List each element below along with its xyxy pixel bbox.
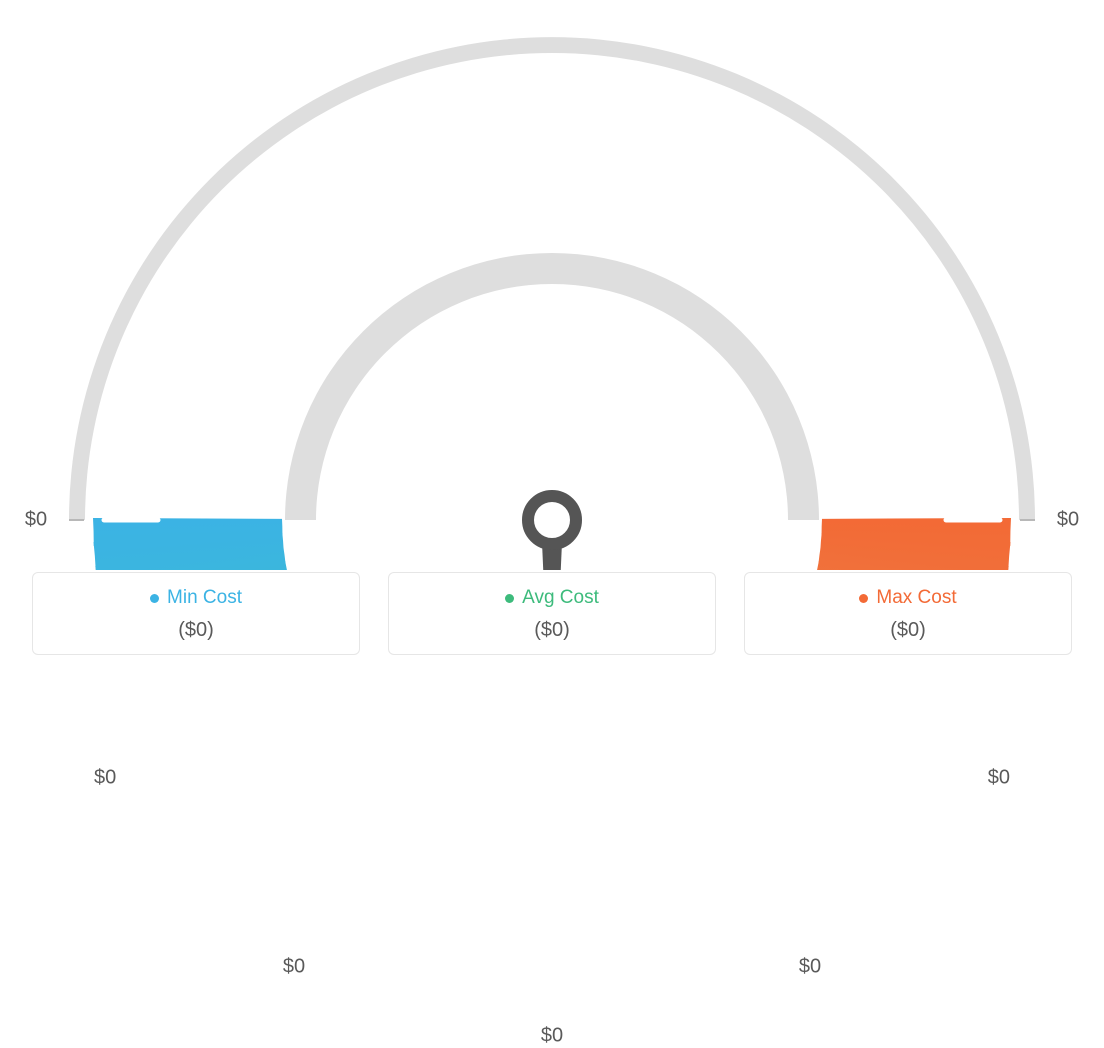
gauge-svg	[0, 0, 1104, 570]
legend-dot-avg	[505, 594, 514, 603]
legend-value-min: ($0)	[33, 619, 359, 642]
legend-value-max: ($0)	[745, 619, 1071, 642]
legend-title-max: Max Cost	[859, 587, 956, 609]
legend-value-avg: ($0)	[389, 619, 715, 642]
legend-title-avg: Avg Cost	[505, 587, 599, 609]
gauge-tick-label: $0	[1057, 509, 1079, 532]
gauge-tick-label: $0	[94, 767, 116, 790]
legend-box-avg: Avg Cost ($0)	[388, 572, 716, 655]
legend-row: Min Cost ($0) Avg Cost ($0) Max Cost ($0…	[32, 572, 1072, 655]
gauge-chart-container: $0$0$0$0$0$0$0 Min Cost ($0) Avg Cost ($…	[0, 0, 1104, 690]
legend-dot-max	[859, 594, 868, 603]
legend-label-min: Min Cost	[167, 587, 242, 609]
gauge-area: $0$0$0$0$0$0$0	[0, 0, 1104, 570]
legend-box-max: Max Cost ($0)	[744, 572, 1072, 655]
legend-label-max: Max Cost	[876, 587, 956, 609]
gauge-tick-label: $0	[25, 509, 47, 532]
legend-label-avg: Avg Cost	[522, 587, 599, 609]
gauge-tick-label: $0	[541, 1025, 563, 1048]
gauge-tick-label: $0	[283, 955, 305, 978]
legend-title-min: Min Cost	[150, 587, 242, 609]
legend-dot-min	[150, 594, 159, 603]
gauge-tick-label: $0	[799, 955, 821, 978]
legend-box-min: Min Cost ($0)	[32, 572, 360, 655]
gauge-tick-label: $0	[988, 767, 1010, 790]
